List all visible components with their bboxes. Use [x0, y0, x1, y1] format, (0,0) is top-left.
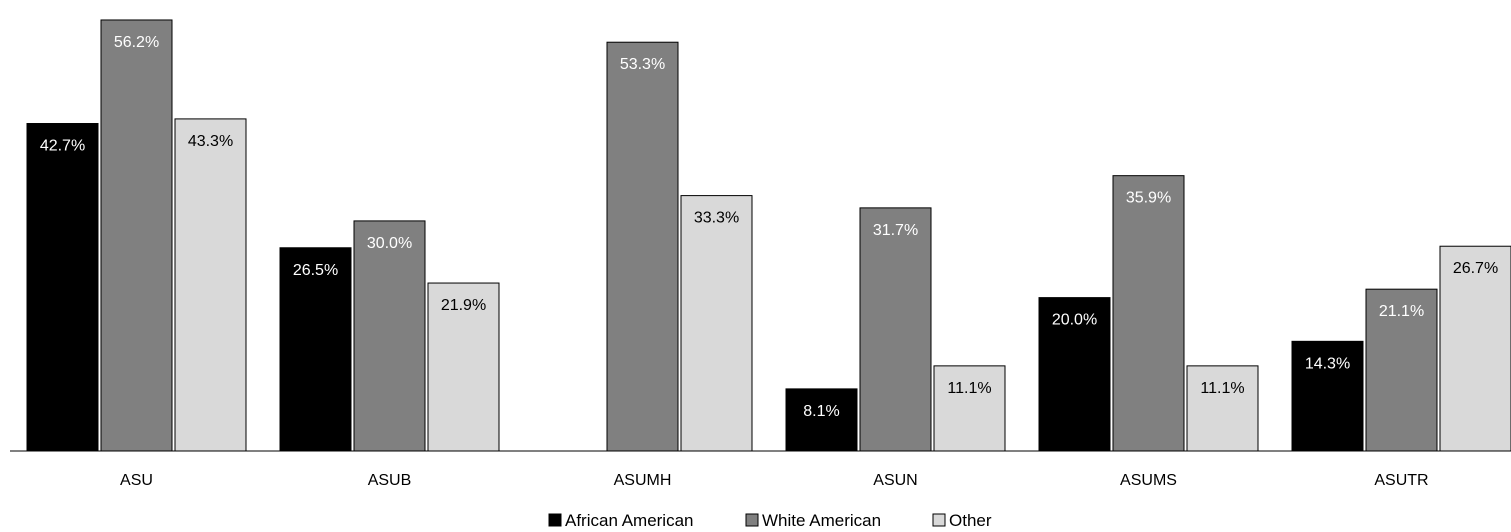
- bar-asu-s0: [26, 123, 99, 452]
- data-label-asutr-s0: 14.3%: [1305, 355, 1350, 372]
- bar-asutr-s2: [1439, 245, 1511, 452]
- bar-asu-s2: [174, 118, 247, 452]
- bar-asub-s2: [427, 282, 500, 452]
- data-label-asumh-s2: 33.3%: [694, 210, 739, 227]
- legend-label-s1: White American: [762, 511, 881, 530]
- bar-asutr-s1: [1365, 288, 1438, 452]
- legend-label-s2: Other: [949, 511, 992, 530]
- data-label-asub-s0: 26.5%: [293, 262, 338, 279]
- bar-asun-s1: [859, 207, 932, 452]
- category-label-asu: ASU: [120, 472, 153, 489]
- category-label-asun: ASUN: [873, 472, 917, 489]
- data-label-asub-s1: 30.0%: [367, 235, 412, 252]
- bar-asums-s0: [1038, 297, 1111, 452]
- category-label-asums: ASUMS: [1120, 472, 1177, 489]
- data-label-asums-s0: 20.0%: [1052, 312, 1097, 329]
- bar-asutr-s0: [1291, 340, 1364, 452]
- legend-swatch-s1: [745, 513, 759, 527]
- data-label-asub-s2: 21.9%: [441, 297, 486, 314]
- bar-asumh-s2: [680, 195, 753, 452]
- bar-asu-s1: [100, 19, 173, 452]
- data-label-asun-s0: 8.1%: [803, 403, 839, 420]
- bar-asums-s1: [1112, 175, 1185, 452]
- data-label-asun-s1: 31.7%: [873, 222, 918, 239]
- category-labels: ASU ASUB ASUMH ASUN ASUMS ASUTR: [120, 472, 1429, 489]
- data-label-asu-s1: 56.2%: [114, 34, 159, 51]
- legend-swatch-s0: [548, 513, 562, 527]
- data-label-asutr-s1: 21.1%: [1379, 303, 1424, 320]
- data-label-asumh-s1: 53.3%: [620, 56, 665, 73]
- data-label-asutr-s2: 26.7%: [1453, 260, 1498, 277]
- bars-layer: 42.7% 56.2% 43.3% 26.5% 30.0% 21.9% 53.3% 33.3%…: [26, 19, 1511, 452]
- category-label-asumh: ASUMH: [614, 472, 672, 489]
- data-label-asums-s2: 11.1%: [1200, 380, 1244, 397]
- bar-asub-s1: [353, 220, 426, 452]
- bar-asub-s0: [279, 247, 352, 452]
- bar-asun-s0: [785, 388, 858, 452]
- bar-asums-s2: [1186, 365, 1259, 452]
- data-label-asu-s2: 43.3%: [188, 133, 233, 150]
- bar-asun-s2: [933, 365, 1006, 452]
- legend-label-s0: African American: [565, 511, 694, 530]
- category-label-asutr: ASUTR: [1374, 472, 1428, 489]
- legend-swatch-s2: [932, 513, 946, 527]
- data-label-asums-s1: 35.9%: [1126, 190, 1171, 207]
- data-label-asu-s0: 42.7%: [40, 138, 85, 155]
- data-label-asun-s2: 11.1%: [947, 380, 991, 397]
- legend: African American White American Other: [548, 511, 992, 530]
- category-label-asub: ASUB: [368, 472, 412, 489]
- bar-asumh-s1: [606, 41, 679, 452]
